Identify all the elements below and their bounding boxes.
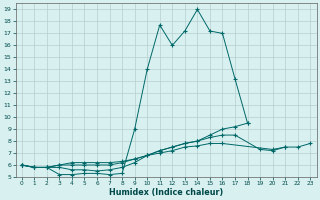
X-axis label: Humidex (Indice chaleur): Humidex (Indice chaleur) [109,188,223,197]
